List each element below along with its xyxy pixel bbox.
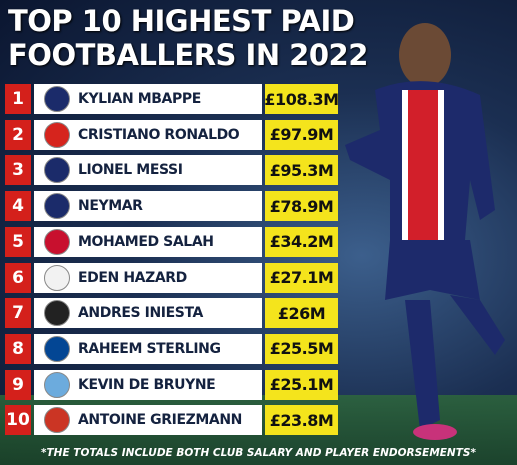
player-row: ANDRES INIESTA — [34, 298, 262, 329]
rank: 1 — [5, 84, 31, 114]
player-row: NEYMAR — [34, 191, 262, 222]
club-badge — [44, 407, 70, 434]
rank: 8 — [5, 333, 31, 364]
club-badge — [44, 193, 70, 220]
footnote: *THE TOTALS INCLUDE BOTH CLUB SALARY AND… — [41, 447, 476, 459]
club-badge — [44, 264, 70, 291]
earnings: £27.1M — [265, 262, 338, 293]
club-badge — [44, 121, 70, 148]
title: TOP 10 HIGHEST PAID — [8, 4, 355, 38]
player-name: CRISTIANO RONALDO — [78, 126, 240, 143]
earnings: £25.5M — [265, 333, 338, 364]
player-row: RAHEEM STERLING — [34, 333, 262, 364]
rank: 10 — [5, 405, 31, 436]
player-row: KEVIN DE BRUYNE — [34, 369, 262, 400]
rank: 4 — [5, 191, 31, 222]
earnings: £108.3M — [264, 84, 339, 114]
earnings: £97.9M — [265, 119, 338, 150]
earnings: £78.9M — [265, 191, 338, 222]
title: FOOTBALLERS IN 2022 — [8, 38, 368, 72]
club-badge — [44, 228, 70, 255]
player-name: ANDRES INIESTA — [78, 305, 203, 322]
player-name: KEVIN DE BRUYNE — [78, 376, 216, 393]
earnings: £25.1M — [265, 369, 338, 400]
player-row: CRISTIANO RONALDO — [34, 119, 262, 150]
player-row: KYLIAN MBAPPE — [34, 84, 262, 114]
player-name: NEYMAR — [78, 198, 143, 215]
club-badge — [44, 157, 70, 184]
player-figure — [345, 23, 505, 440]
player-name: ANTOINE GRIEZMANN — [78, 412, 242, 429]
club-badge — [44, 335, 70, 362]
rank: 6 — [5, 262, 31, 293]
player-row: EDEN HAZARD — [34, 262, 262, 293]
club-badge — [44, 300, 70, 327]
player-name: KYLIAN MBAPPE — [78, 91, 201, 107]
rank: 9 — [5, 369, 31, 400]
player-row: LIONEL MESSI — [34, 155, 262, 186]
player-name: RAHEEM STERLING — [78, 340, 221, 357]
earnings: £23.8M — [265, 405, 338, 436]
earnings: £95.3M — [265, 155, 338, 186]
earnings: £26M — [265, 298, 338, 329]
player-row: ANTOINE GRIEZMANN — [34, 405, 262, 436]
rank: 3 — [5, 155, 31, 186]
earnings: £34.2M — [265, 226, 338, 257]
player-name: MOHAMED SALAH — [78, 233, 214, 250]
player-row: MOHAMED SALAH — [34, 226, 262, 257]
player-name: EDEN HAZARD — [78, 269, 187, 286]
club-badge — [44, 86, 70, 112]
rank: 7 — [5, 298, 31, 329]
player-name: LIONEL MESSI — [78, 162, 183, 179]
club-badge — [44, 371, 70, 398]
rank: 5 — [5, 226, 31, 257]
rank: 2 — [5, 119, 31, 150]
